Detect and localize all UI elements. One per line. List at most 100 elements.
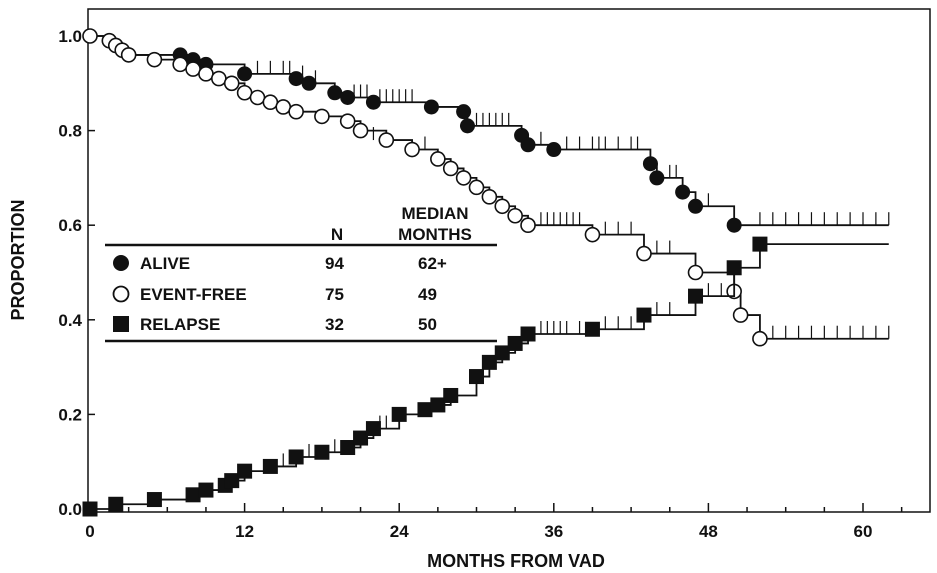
event-free-point <box>481 189 498 205</box>
relapse-point <box>481 354 497 370</box>
relapse-point <box>688 288 704 304</box>
event-free-point <box>120 47 137 63</box>
plot-frame <box>87 8 931 513</box>
event-free-point <box>211 70 227 87</box>
legend-relapse-median: 50 <box>418 315 437 334</box>
legend-relapse-n: 32 <box>325 315 344 334</box>
alive-point <box>237 66 253 82</box>
event-free-point <box>687 264 704 281</box>
x-axis-title: MONTHS FROM VAD <box>427 551 605 571</box>
relapse-point <box>494 345 510 361</box>
alive-point <box>649 170 665 186</box>
alive-point <box>288 71 304 87</box>
y-tick-label: 0.8 <box>58 122 82 141</box>
event-free-point <box>339 113 356 129</box>
event-free-point <box>455 170 472 186</box>
event-free-point <box>275 99 292 115</box>
x-tick-label: 24 <box>390 522 409 541</box>
relapse-point <box>365 421 381 437</box>
relapse-series <box>82 236 889 517</box>
legend-header-median-line2: MONTHS <box>398 225 472 244</box>
y-tick-label: 0.2 <box>58 405 82 424</box>
alive-point <box>365 94 381 110</box>
x-tick-label: 60 <box>854 522 873 541</box>
event-free-point <box>288 103 304 120</box>
alive-point <box>520 137 536 153</box>
legend: N MEDIAN MONTHS ALIVE 94 62+ EVENT-FREE … <box>105 204 497 343</box>
legend-event-free-median: 49 <box>418 285 437 304</box>
relapse-point <box>443 387 459 403</box>
x-tick-label: 0 <box>85 522 94 541</box>
event-free-point <box>430 151 446 167</box>
legend-event-free-n: 75 <box>325 285 344 304</box>
relapse-point <box>314 444 330 460</box>
event-free-point <box>314 108 330 125</box>
relapse-point <box>636 307 652 323</box>
y-axis: 0.0 0.2 0.4 0.6 0.8 1.0 <box>58 27 95 519</box>
alive-point <box>675 184 691 200</box>
alive-point <box>642 156 658 172</box>
event-free-point <box>507 207 523 224</box>
relapse-point <box>224 473 240 489</box>
alive-point <box>456 104 472 120</box>
event-free-point <box>752 330 768 347</box>
event-free-point <box>584 226 601 243</box>
relapse-point <box>340 440 356 456</box>
event-free-point <box>636 245 652 262</box>
event-free-point <box>442 160 459 177</box>
x-axis: 0 12 24 36 48 60 <box>85 503 903 541</box>
legend-header-n: N <box>331 225 343 244</box>
legend-alive-median: 62+ <box>418 254 447 273</box>
alive-point <box>423 99 439 115</box>
y-tick-label: 1.0 <box>58 27 82 46</box>
legend-event-free-label: EVENT-FREE <box>140 285 247 304</box>
y-tick-label: 0.6 <box>58 216 82 235</box>
legend-event-free-marker <box>112 285 130 303</box>
relapse-point <box>353 430 369 446</box>
event-free-point <box>520 217 536 233</box>
alive-point <box>340 89 356 105</box>
legend-alive-marker <box>113 255 129 271</box>
legend-alive-n: 94 <box>325 254 344 273</box>
event-free-point <box>185 61 201 77</box>
relapse-point <box>146 492 162 508</box>
alive-point <box>301 75 317 91</box>
relapse-point <box>391 406 407 422</box>
relapse-point <box>520 326 536 342</box>
legend-relapse-marker <box>113 316 129 332</box>
event-free-point <box>82 28 98 44</box>
legend-header-median-line1: MEDIAN <box>401 204 468 223</box>
event-free-point <box>378 132 395 148</box>
y-tick-label: 0.0 <box>58 500 82 519</box>
relapse-point <box>262 458 278 474</box>
relapse-point <box>507 335 523 351</box>
legend-alive-label: ALIVE <box>140 254 190 273</box>
alive-point <box>459 118 475 134</box>
y-tick-label: 0.4 <box>58 311 82 330</box>
relapse-point <box>417 402 433 418</box>
event-free-point <box>404 141 420 158</box>
alive-point <box>726 217 742 233</box>
relapse-point <box>288 449 304 465</box>
y-axis-title: PROPORTION <box>8 199 28 320</box>
relapse-point <box>726 260 742 276</box>
event-free-point <box>352 122 369 139</box>
relapse-point <box>469 369 484 385</box>
relapse-point <box>108 496 124 512</box>
relapse-point <box>198 482 214 498</box>
event-free-point <box>198 66 214 82</box>
event-free-point <box>236 84 253 101</box>
event-free-point <box>262 94 279 111</box>
series-layer <box>82 28 890 517</box>
alive-point <box>546 142 562 158</box>
x-tick-label: 48 <box>699 522 718 541</box>
x-tick-label: 12 <box>235 522 254 541</box>
event-free-series <box>82 28 890 347</box>
alive-point <box>688 198 704 214</box>
relapse-point <box>237 463 253 479</box>
relapse-point <box>82 501 98 517</box>
event-free-point <box>172 56 188 73</box>
legend-relapse-label: RELAPSE <box>140 315 220 334</box>
event-free-point <box>223 75 240 92</box>
